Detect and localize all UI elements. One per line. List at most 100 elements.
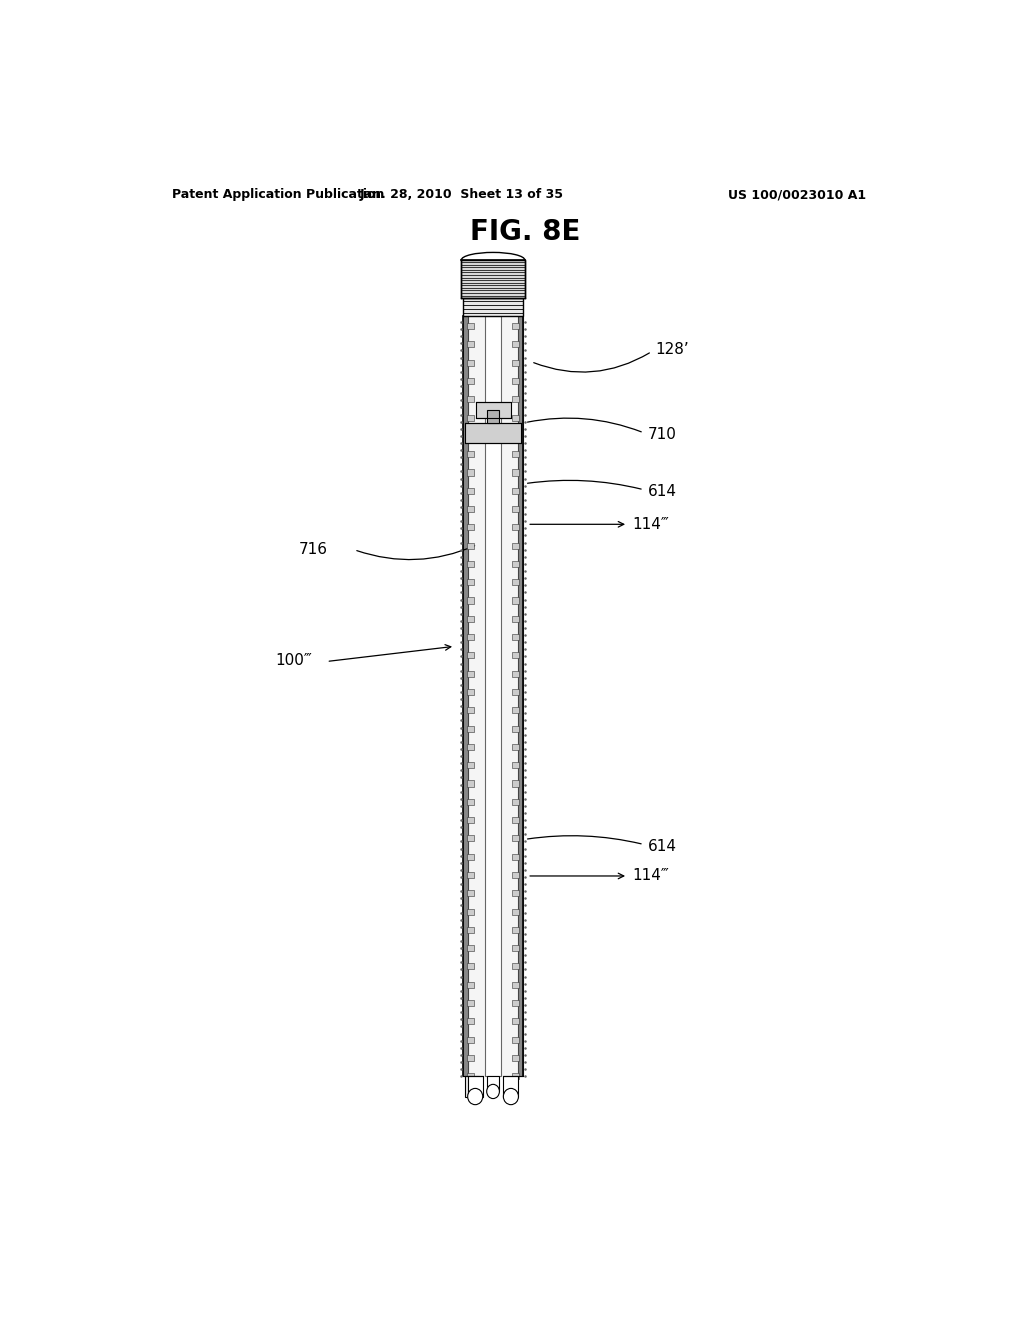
- Bar: [475, 403, 511, 417]
- Text: FIG. 8E: FIG. 8E: [470, 218, 580, 246]
- Text: 128’: 128’: [655, 342, 689, 356]
- Bar: [512, 598, 519, 603]
- Bar: [512, 799, 519, 805]
- Bar: [467, 323, 474, 329]
- Bar: [512, 1036, 519, 1043]
- Bar: [512, 1018, 519, 1024]
- Bar: [467, 982, 474, 987]
- Bar: [512, 414, 519, 421]
- Bar: [467, 817, 474, 824]
- Bar: [512, 762, 519, 768]
- Bar: [468, 315, 518, 1076]
- Bar: [467, 708, 474, 713]
- Bar: [512, 689, 519, 696]
- Bar: [467, 873, 474, 878]
- Bar: [467, 890, 474, 896]
- Bar: [465, 422, 521, 444]
- Ellipse shape: [504, 1089, 518, 1105]
- Bar: [467, 652, 474, 659]
- Bar: [467, 964, 474, 969]
- Text: 614: 614: [648, 840, 677, 854]
- Bar: [512, 470, 519, 475]
- Bar: [467, 414, 474, 421]
- Bar: [467, 451, 474, 457]
- Bar: [467, 780, 474, 787]
- Bar: [512, 945, 519, 952]
- Bar: [512, 873, 519, 878]
- Bar: [512, 634, 519, 640]
- Bar: [467, 1001, 474, 1006]
- Bar: [512, 982, 519, 987]
- Bar: [512, 817, 519, 824]
- Bar: [467, 598, 474, 603]
- Bar: [467, 506, 474, 512]
- Text: Jan. 28, 2010  Sheet 13 of 35: Jan. 28, 2010 Sheet 13 of 35: [359, 189, 563, 202]
- Bar: [467, 487, 474, 494]
- Bar: [512, 964, 519, 969]
- Bar: [467, 342, 474, 347]
- Bar: [467, 579, 474, 585]
- Bar: [465, 1076, 479, 1097]
- Bar: [467, 359, 474, 366]
- Bar: [512, 359, 519, 366]
- Text: US 100/0023010 A1: US 100/0023010 A1: [728, 189, 866, 202]
- Text: 614: 614: [648, 484, 677, 499]
- Bar: [486, 1076, 500, 1092]
- Bar: [467, 1036, 474, 1043]
- Bar: [467, 689, 474, 696]
- Bar: [512, 323, 519, 329]
- Bar: [512, 579, 519, 585]
- Bar: [512, 615, 519, 622]
- Bar: [512, 433, 519, 440]
- Bar: [512, 726, 519, 731]
- Bar: [467, 378, 474, 384]
- Bar: [512, 854, 519, 859]
- Bar: [512, 780, 519, 787]
- Text: 716: 716: [299, 543, 328, 557]
- Bar: [512, 744, 519, 750]
- Bar: [467, 1018, 474, 1024]
- Bar: [512, 451, 519, 457]
- Text: 114‴: 114‴: [632, 517, 669, 532]
- Bar: [467, 1073, 474, 1080]
- Bar: [467, 908, 474, 915]
- Bar: [512, 836, 519, 841]
- Bar: [512, 908, 519, 915]
- Bar: [512, 378, 519, 384]
- Bar: [512, 652, 519, 659]
- Bar: [512, 487, 519, 494]
- Bar: [512, 1055, 519, 1061]
- Bar: [467, 543, 474, 549]
- Bar: [467, 927, 474, 933]
- Bar: [504, 1076, 518, 1097]
- Bar: [467, 634, 474, 640]
- Bar: [512, 543, 519, 549]
- Bar: [467, 671, 474, 677]
- Ellipse shape: [486, 1084, 500, 1098]
- Bar: [486, 411, 500, 422]
- Bar: [512, 524, 519, 531]
- Bar: [468, 1076, 482, 1097]
- Bar: [467, 744, 474, 750]
- Bar: [467, 470, 474, 475]
- Bar: [467, 524, 474, 531]
- Bar: [512, 1073, 519, 1080]
- Bar: [512, 671, 519, 677]
- Text: 710: 710: [648, 428, 677, 442]
- Bar: [518, 315, 523, 1076]
- Bar: [467, 396, 474, 403]
- Text: 114‴: 114‴: [632, 869, 669, 883]
- Bar: [512, 927, 519, 933]
- Bar: [467, 836, 474, 841]
- Bar: [467, 433, 474, 440]
- Text: Patent Application Publication: Patent Application Publication: [172, 189, 384, 202]
- Bar: [467, 854, 474, 859]
- Bar: [512, 1001, 519, 1006]
- Bar: [467, 615, 474, 622]
- Bar: [467, 799, 474, 805]
- Bar: [463, 315, 468, 1076]
- Bar: [512, 506, 519, 512]
- Bar: [467, 945, 474, 952]
- Bar: [512, 708, 519, 713]
- Bar: [512, 396, 519, 403]
